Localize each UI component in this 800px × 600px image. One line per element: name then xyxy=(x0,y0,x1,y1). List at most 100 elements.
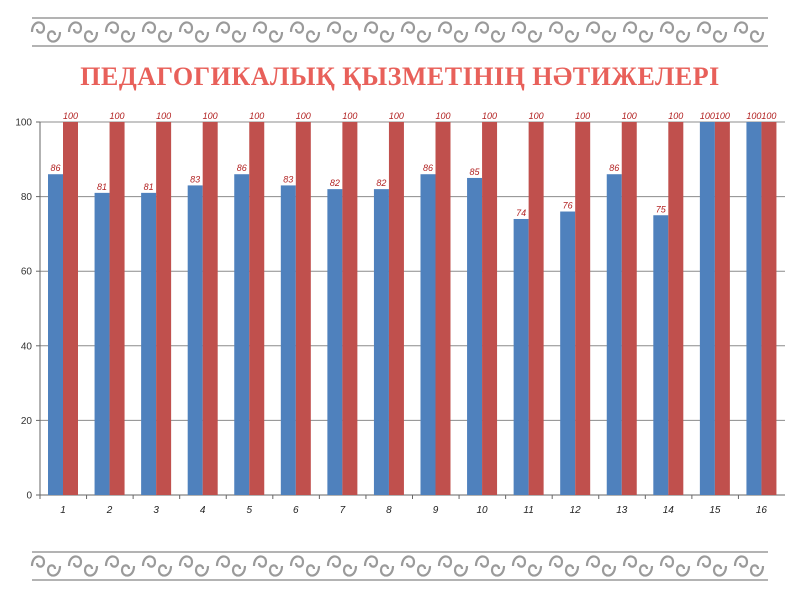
ornament-scroll xyxy=(733,555,765,577)
decorative-border-bottom xyxy=(30,551,768,581)
ornament-scroll xyxy=(67,21,99,43)
ornament-scroll xyxy=(696,21,728,43)
ornament-scroll xyxy=(215,555,247,577)
bar-series-1 xyxy=(513,218,529,496)
data-label: 86 xyxy=(50,163,60,173)
data-label: 100 xyxy=(746,111,761,121)
data-label: 74 xyxy=(516,208,526,218)
bar-series-1 xyxy=(699,122,715,495)
ornament-scroll xyxy=(585,555,617,577)
ornament-scroll xyxy=(659,555,691,577)
ornament-scroll xyxy=(30,555,62,577)
bar-series-1 xyxy=(234,174,250,495)
data-label: 100 xyxy=(482,111,497,121)
ornament-scroll xyxy=(252,555,284,577)
bar-series-2 xyxy=(528,122,544,495)
bar-series-1 xyxy=(48,174,63,495)
data-label: 86 xyxy=(423,163,433,173)
ornament-scroll xyxy=(326,21,358,43)
data-label: 100 xyxy=(761,111,776,121)
data-label: 100 xyxy=(203,111,218,121)
ornament-scroll xyxy=(289,21,321,43)
data-label: 100 xyxy=(110,111,125,121)
x-tick-label: 2 xyxy=(106,505,113,516)
bar-series-2 xyxy=(761,122,777,495)
x-tick-label: 15 xyxy=(709,505,721,516)
page-title: ПЕДАГОГИКАЛЫҚ ҚЫЗМЕТІНІҢ НӘТИЖЕЛЕРІ xyxy=(80,62,720,91)
y-tick-label: 40 xyxy=(21,341,33,352)
ornament-scroll xyxy=(215,21,247,43)
x-tick-label: 9 xyxy=(433,505,439,516)
data-label: 100 xyxy=(435,111,450,121)
ornament-scroll xyxy=(104,21,136,43)
data-label: 100 xyxy=(715,111,730,121)
chart-data-labels: 86 100 81 100 81 100 83 100 86 100 83 100 82 100 82 100… xyxy=(50,111,776,218)
data-label: 100 xyxy=(529,111,544,121)
bar-series-1 xyxy=(327,189,343,495)
bar-series-1 xyxy=(280,185,296,495)
data-label: 86 xyxy=(237,163,247,173)
ornament-scroll xyxy=(400,555,432,577)
ornament-scroll xyxy=(67,555,99,577)
ornament-scroll xyxy=(437,21,469,43)
ornament-scroll xyxy=(733,21,765,43)
y-tick-label: 80 xyxy=(21,192,33,203)
data-label: 81 xyxy=(97,182,107,192)
data-label: 100 xyxy=(700,111,715,121)
data-label: 100 xyxy=(389,111,404,121)
ornament-scroll xyxy=(585,21,617,43)
data-label: 83 xyxy=(190,174,200,184)
ornament-scroll xyxy=(511,555,543,577)
y-tick-label: 100 xyxy=(15,118,32,129)
x-tick-label: 13 xyxy=(616,505,628,516)
bar-series-1 xyxy=(606,174,622,495)
bar-series-2 xyxy=(621,122,637,495)
bar-series-1 xyxy=(94,192,110,495)
data-label: 82 xyxy=(330,178,340,188)
x-tick-label: 14 xyxy=(663,505,675,516)
chart-bars xyxy=(48,122,777,496)
bar-series-2 xyxy=(575,122,591,495)
bar-series-1 xyxy=(420,174,436,495)
x-tick-label: 11 xyxy=(523,505,533,516)
ornament-scroll xyxy=(474,555,506,577)
ornament-scroll xyxy=(252,21,284,43)
data-label: 100 xyxy=(156,111,171,121)
ornament-scroll xyxy=(400,21,432,43)
x-tick-label: 1 xyxy=(60,505,66,516)
ornament-scroll xyxy=(622,21,654,43)
data-label: 81 xyxy=(144,182,154,192)
ornament-scroll xyxy=(548,21,580,43)
data-label: 100 xyxy=(296,111,311,121)
bar-series-1 xyxy=(467,177,483,495)
bar-series-1 xyxy=(653,215,669,495)
data-label: 82 xyxy=(376,178,386,188)
bar-series-1 xyxy=(746,122,762,495)
bar-series-2 xyxy=(63,122,78,495)
data-label: 100 xyxy=(249,111,264,121)
y-tick-label: 0 xyxy=(26,491,32,502)
ornament-scroll xyxy=(696,555,728,577)
data-label: 100 xyxy=(668,111,683,121)
data-label: 100 xyxy=(622,111,637,121)
bar-series-1 xyxy=(187,185,203,495)
bar-series-2 xyxy=(435,122,451,495)
data-label: 86 xyxy=(609,163,619,173)
ornament-scroll xyxy=(326,555,358,577)
ornament-scroll xyxy=(659,21,691,43)
bar-series-2 xyxy=(295,122,311,495)
data-label: 83 xyxy=(283,174,293,184)
bar-series-2 xyxy=(482,122,498,495)
ornament-scroll xyxy=(178,555,210,577)
x-tick-label: 10 xyxy=(477,505,489,516)
x-tick-label: 12 xyxy=(570,505,582,516)
data-label: 100 xyxy=(575,111,590,121)
x-tick-label: 16 xyxy=(756,505,768,516)
data-label: 76 xyxy=(563,201,573,211)
bar-series-2 xyxy=(668,122,684,495)
x-tick-label: 3 xyxy=(153,505,159,516)
x-tick-label: 8 xyxy=(386,505,392,516)
ornament-pattern xyxy=(30,17,768,47)
